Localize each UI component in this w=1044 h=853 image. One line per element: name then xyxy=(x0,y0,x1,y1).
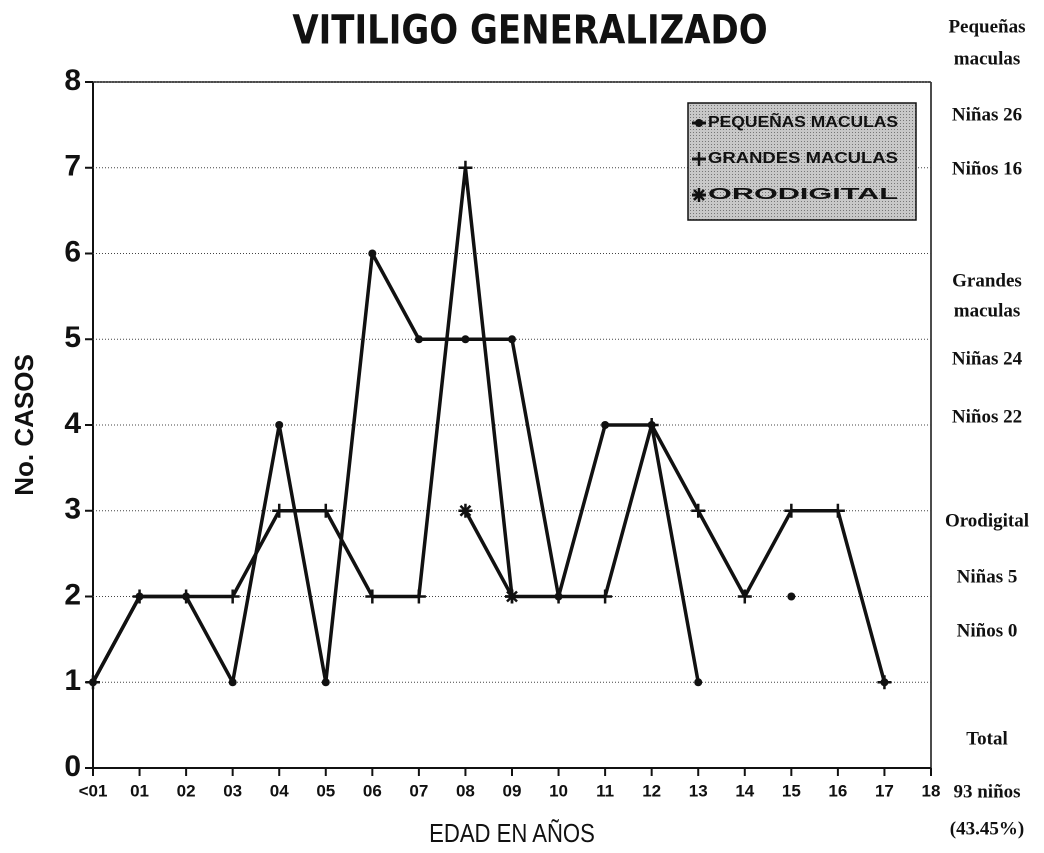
x-tick-label: 04 xyxy=(270,781,289,800)
x-tick-label: 17 xyxy=(875,781,894,800)
point xyxy=(737,589,752,604)
point xyxy=(179,589,194,604)
legend-label: ORODIGITAL xyxy=(708,186,898,203)
point xyxy=(692,152,706,166)
legend-label: GRANDES MACULAS xyxy=(708,150,898,167)
legend-label: PEQUEÑAS MACULAS xyxy=(708,111,898,131)
side-note: maculas xyxy=(954,48,1021,69)
x-tick-label: 08 xyxy=(456,781,475,800)
point xyxy=(787,592,796,601)
point xyxy=(877,675,892,690)
series-line xyxy=(93,254,884,683)
point xyxy=(598,589,613,604)
x-tick-label: 16 xyxy=(828,781,847,800)
side-note: 93 niños xyxy=(953,781,1020,802)
side-note: Total xyxy=(966,728,1008,749)
point xyxy=(784,503,799,518)
point xyxy=(458,160,473,175)
point xyxy=(225,589,240,604)
point xyxy=(644,418,659,432)
side-note: (43.45%) xyxy=(950,818,1024,839)
side-note: Niños 16 xyxy=(952,158,1022,179)
point xyxy=(830,503,845,518)
x-tick-label: 13 xyxy=(689,781,708,800)
side-note: Pequeñas xyxy=(948,16,1025,37)
x-tick-label: 12 xyxy=(642,781,661,800)
point xyxy=(318,503,333,518)
side-note: Niñas 5 xyxy=(957,566,1018,587)
point xyxy=(458,503,473,518)
point xyxy=(601,421,610,429)
y-tick-label: 4 xyxy=(64,407,81,440)
point xyxy=(132,589,147,604)
x-tick-label: 18 xyxy=(922,781,941,800)
point xyxy=(695,119,703,127)
series-line xyxy=(91,166,887,684)
x-tick-label: 06 xyxy=(363,781,382,800)
y-tick-label: 5 xyxy=(64,321,81,354)
point xyxy=(691,503,706,518)
point xyxy=(86,675,100,690)
point xyxy=(411,589,426,604)
series-line xyxy=(463,509,514,598)
x-tick-label: 14 xyxy=(735,781,754,800)
x-axis-label: EDAD EN AÑOS xyxy=(429,819,595,848)
side-note: Orodigital xyxy=(945,510,1029,531)
x-tick-label: 09 xyxy=(503,781,522,800)
y-tick-label: 6 xyxy=(64,235,81,268)
y-tick-label: 0 xyxy=(64,750,81,783)
x-tick-label: 05 xyxy=(316,781,335,800)
point xyxy=(321,678,330,687)
x-tick-label: 02 xyxy=(177,781,196,800)
point xyxy=(505,589,519,604)
point xyxy=(461,335,470,344)
y-tick-label: 8 xyxy=(64,64,81,97)
y-tick-label: 3 xyxy=(64,493,81,526)
x-tick-label: 01 xyxy=(130,781,149,800)
x-tick-label: 07 xyxy=(409,781,428,800)
side-note: Niñas 26 xyxy=(952,104,1022,125)
legend-box xyxy=(687,102,917,221)
point xyxy=(508,335,516,344)
point xyxy=(692,188,706,202)
x-tick-label: 15 xyxy=(782,781,801,800)
y-tick-label: 7 xyxy=(64,150,81,183)
x-tick-label: 03 xyxy=(223,781,242,800)
y-tick-label: 2 xyxy=(64,578,81,611)
side-note: Niños 22 xyxy=(952,406,1022,427)
x-tick-label: <01 xyxy=(79,781,108,800)
x-tick-label: 11 xyxy=(596,781,614,800)
side-note: maculas xyxy=(954,300,1021,321)
side-note: Niños 0 xyxy=(957,620,1018,641)
point xyxy=(414,335,423,344)
side-note: Grandes xyxy=(952,270,1022,291)
point xyxy=(275,421,284,429)
y-tick-label: 1 xyxy=(64,664,81,697)
point xyxy=(272,503,287,518)
point xyxy=(368,249,377,258)
y-axis-label: No. CASOS xyxy=(9,354,39,496)
x-tick-label: 10 xyxy=(549,781,568,800)
point xyxy=(365,589,380,604)
chart-title: VITILIGO GENERALIZADO xyxy=(292,7,767,53)
point xyxy=(694,678,703,687)
point xyxy=(551,589,566,604)
side-note: Niñas 24 xyxy=(952,348,1023,369)
point xyxy=(228,678,237,687)
